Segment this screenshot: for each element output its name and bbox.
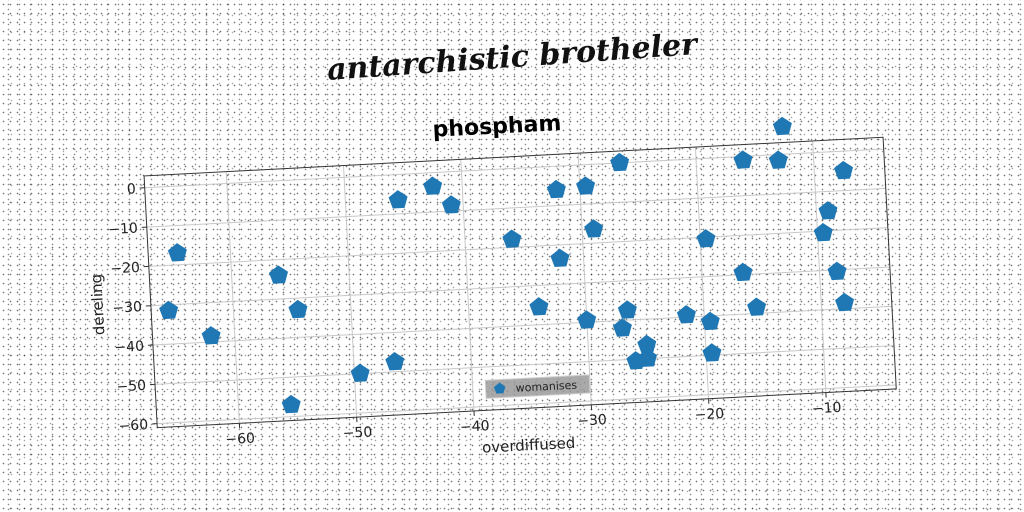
- data-point: [201, 326, 221, 345]
- data-point: [612, 318, 632, 337]
- data-point: [167, 243, 187, 262]
- y-tick-label: −40: [114, 339, 144, 357]
- data-point: [733, 150, 753, 169]
- data-point: [617, 300, 637, 319]
- data-point: [813, 223, 833, 242]
- y-tick-label: −50: [116, 378, 146, 396]
- x-grid-line: [225, 171, 240, 424]
- y-grid-line: [152, 305, 892, 346]
- data-point: [818, 201, 838, 220]
- data-point: [550, 248, 570, 268]
- data-point: [696, 229, 716, 248]
- y-tick-label: −30: [112, 299, 142, 317]
- data-point: [441, 195, 461, 214]
- chart-container: phospham −60 −50 −40 −30 −20 −10 0 −10 −20 −30 −4…: [51, 78, 929, 483]
- data-point: [388, 190, 408, 209]
- data-point: [584, 219, 604, 238]
- y-tick-label: 0: [126, 181, 136, 197]
- data-point: [733, 262, 753, 282]
- y-grid-line: [157, 384, 897, 425]
- x-axis-label: overdiffused: [482, 434, 576, 457]
- data-point: [702, 343, 722, 362]
- data-point: [577, 310, 597, 329]
- data-point: [637, 348, 657, 367]
- plot-frame: [143, 136, 897, 429]
- x-grid-line: [460, 159, 475, 412]
- data-point: [835, 292, 855, 312]
- x-grid-line: [812, 140, 827, 393]
- data-point: [529, 297, 549, 316]
- y-grid-line: [146, 187, 886, 228]
- y-axis-ticks: 0 −10 −20 −30 −40 −50 −60: [108, 181, 158, 435]
- data-point: [288, 299, 308, 319]
- data-point: [834, 160, 853, 180]
- x-tick-label: −10: [812, 400, 842, 418]
- x-grid-line: [577, 153, 592, 405]
- data-point: [576, 176, 596, 195]
- x-tick-label: −40: [460, 418, 490, 436]
- data-points: [159, 116, 855, 414]
- data-point: [700, 311, 720, 331]
- y-grid-line: [150, 266, 890, 307]
- data-point: [747, 297, 767, 316]
- data-point: [269, 265, 289, 284]
- y-tick-label: −10: [108, 221, 138, 239]
- data-point: [502, 229, 522, 248]
- data-point: [676, 305, 696, 324]
- x-tick-label: −50: [342, 424, 372, 442]
- legend-marker: [493, 382, 506, 394]
- data-point: [159, 300, 179, 320]
- x-tick-label: −60: [225, 431, 255, 449]
- data-point: [772, 116, 792, 136]
- y-grid-line: [154, 345, 895, 385]
- y-axis-label: dereling: [87, 274, 108, 336]
- data-point: [827, 261, 847, 281]
- data-point: [546, 179, 566, 199]
- x-tick-label: −20: [694, 406, 724, 424]
- y-tick-label: −60: [118, 417, 148, 435]
- data-point: [385, 351, 405, 371]
- data-point: [637, 334, 657, 354]
- data-point: [768, 150, 788, 169]
- data-point: [423, 176, 443, 195]
- data-point: [350, 363, 370, 382]
- y-grid-line: [144, 148, 884, 189]
- x-tick-label: −30: [577, 412, 607, 430]
- legend: womanises: [484, 374, 591, 399]
- x-axis-ticks: −60 −50 −40 −30 −20 −10: [225, 392, 842, 448]
- y-tick-label: −20: [110, 260, 140, 278]
- scatter-chart: phospham −60 −50 −40 −30 −20 −10 0 −10 −20 −30 −4…: [87, 111, 897, 457]
- data-point: [610, 152, 630, 172]
- legend-box: [484, 374, 591, 399]
- data-point: [281, 394, 301, 414]
- chart-title: phospham: [432, 111, 562, 143]
- legend-label: womanises: [515, 379, 577, 395]
